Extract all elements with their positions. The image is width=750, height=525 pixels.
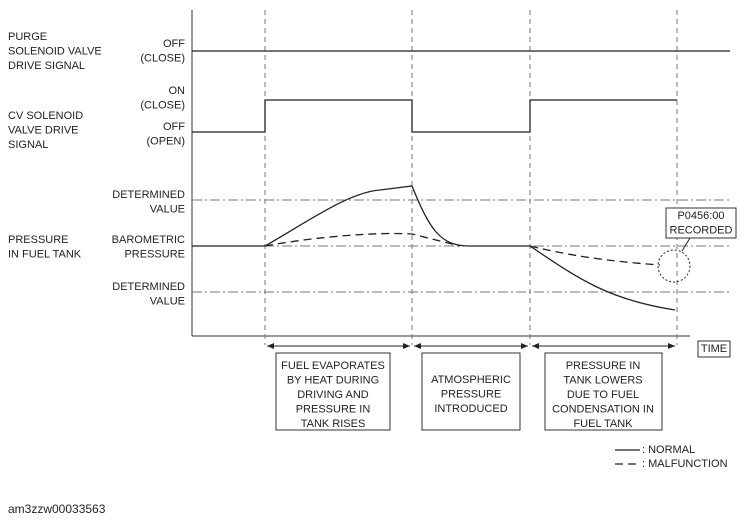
label: TANK LOWERS <box>563 374 642 386</box>
label: OFF <box>163 38 185 50</box>
label: (CLOSE) <box>140 52 185 64</box>
label: PRESSURE IN <box>296 403 371 415</box>
phase-box <box>275 352 391 431</box>
label: DRIVING AND <box>297 389 369 401</box>
label: OFF <box>163 121 185 133</box>
malfunction-pressure <box>264 232 661 266</box>
fault-circle <box>657 249 691 283</box>
label: BAROMETRIC <box>112 234 185 246</box>
code-box <box>665 207 737 239</box>
label: PRESSURE <box>124 248 185 260</box>
label: SIGNAL <box>8 139 48 151</box>
label: SOLENOID VALVE <box>8 45 102 57</box>
label: DETERMINED <box>112 189 185 201</box>
label: IN FUEL TANK <box>8 248 82 260</box>
label: BY HEAT DURING <box>287 374 379 386</box>
label: ATMOSPHERIC <box>431 374 511 386</box>
phase-box <box>421 352 521 431</box>
label: PRESSURE <box>8 234 69 246</box>
label: (CLOSE) <box>140 99 185 111</box>
label: VALUE <box>150 203 185 215</box>
label: TANK RISES <box>301 418 366 430</box>
callout-line <box>681 237 691 252</box>
label: FUEL TANK <box>573 418 633 430</box>
label: VALUE <box>150 295 185 307</box>
label: INTRODUCED <box>434 403 507 415</box>
label: PRESSURE <box>441 388 502 400</box>
label: DUE TO FUEL <box>567 389 639 401</box>
label: RECORDED <box>670 224 733 236</box>
label: CV SOLENOID <box>8 110 83 122</box>
label: : NORMAL <box>642 444 695 456</box>
label: FUEL EVAPORATES <box>281 360 385 372</box>
label: TIME <box>701 343 727 355</box>
time-box <box>697 340 731 358</box>
label: am3zzw00033563 <box>8 502 106 516</box>
label: PRESSURE IN <box>566 360 641 372</box>
label: PURGE <box>8 31 47 43</box>
label: : MALFUNCTION <box>642 458 728 470</box>
label: (OPEN) <box>147 135 186 147</box>
label: CONDENSATION IN <box>552 403 654 415</box>
label: P0456:00 <box>677 210 724 222</box>
phase-box <box>544 352 663 431</box>
label: VALVE DRIVE <box>8 124 79 136</box>
label: DRIVE SIGNAL <box>8 60 85 72</box>
label: ON <box>169 85 186 97</box>
cv-signal <box>192 99 677 133</box>
label: DETERMINED <box>112 281 185 293</box>
normal-pressure <box>192 185 676 311</box>
